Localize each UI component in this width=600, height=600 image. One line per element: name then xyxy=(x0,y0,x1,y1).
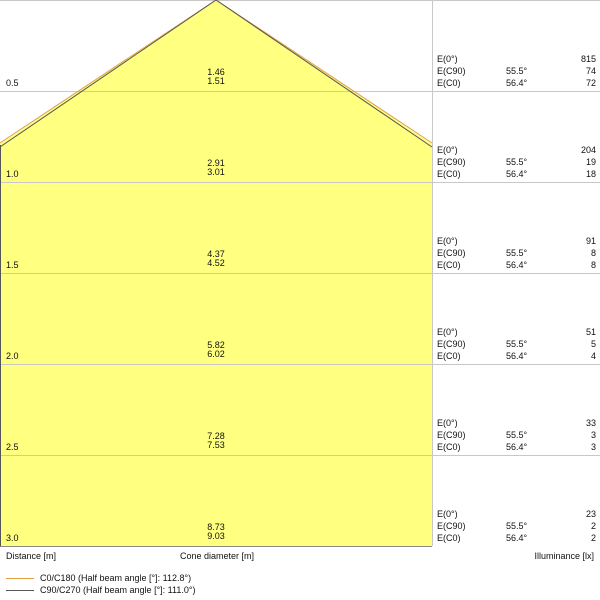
e0-label: E(0°) xyxy=(437,418,458,428)
ec90-value: 8 xyxy=(590,248,596,258)
cone-diameter-c90: 4.52 xyxy=(207,258,225,268)
cone-diameter-c90: 7.53 xyxy=(207,440,225,450)
c90-angle: 55.5° xyxy=(506,521,528,531)
c90-angle: 55.5° xyxy=(506,66,528,76)
ec0-label: E(C0) xyxy=(437,442,461,452)
cone-diameter-c0: 1.46 xyxy=(207,67,225,77)
c0-angle: 56.4° xyxy=(506,260,528,270)
c0-angle: 56.4° xyxy=(506,533,528,543)
ec0-value: 2 xyxy=(590,533,596,543)
legend-swatch-c0 xyxy=(6,578,34,579)
e0-label: E(0°) xyxy=(437,145,458,155)
c0-angle: 56.4° xyxy=(506,442,528,452)
ec90-value: 5 xyxy=(590,339,596,349)
cone-diameter-c90: 3.01 xyxy=(207,167,225,177)
ec0-label: E(C0) xyxy=(437,78,461,88)
cone-diameter-c0: 7.28 xyxy=(207,431,225,441)
ec90-label: E(C90) xyxy=(437,66,466,76)
cone-diameter-c90: 1.51 xyxy=(207,76,225,86)
e0-label: E(0°) xyxy=(437,54,458,64)
cone-diameter-c0: 5.82 xyxy=(207,340,225,350)
distance-label: 2.5 xyxy=(6,442,19,452)
ec90-value: 74 xyxy=(585,66,596,76)
e0-value: 51 xyxy=(585,327,596,337)
ec90-value: 2 xyxy=(590,521,596,531)
ec90-value: 19 xyxy=(585,157,596,167)
cone-diameter-c90: 9.03 xyxy=(207,531,225,541)
ec90-label: E(C90) xyxy=(437,430,466,440)
e0-value: 204 xyxy=(580,145,596,155)
distance-label: 2.0 xyxy=(6,351,19,361)
c90-angle: 55.5° xyxy=(506,248,528,258)
ec0-value: 8 xyxy=(590,260,596,270)
illuminance-axis-label: Illuminance [lx] xyxy=(534,551,594,561)
ec90-value: 3 xyxy=(590,430,596,440)
ec90-label: E(C90) xyxy=(437,521,466,531)
cone-axis-label: Cone diameter [m] xyxy=(180,551,255,561)
e0-label: E(0°) xyxy=(437,327,458,337)
e0-label: E(0°) xyxy=(437,509,458,519)
distance-label: 3.0 xyxy=(6,533,19,543)
e0-value: 91 xyxy=(585,236,596,246)
ec0-value: 72 xyxy=(585,78,596,88)
distance-label: 1.0 xyxy=(6,169,19,179)
ec90-label: E(C90) xyxy=(437,157,466,167)
ec90-label: E(C90) xyxy=(437,339,466,349)
cone-diameter-c0: 8.73 xyxy=(207,522,225,532)
distance-label: 1.5 xyxy=(6,260,19,270)
e0-value: 23 xyxy=(585,509,596,519)
cone-diameter-c90: 6.02 xyxy=(207,349,225,359)
e0-label: E(0°) xyxy=(437,236,458,246)
ec0-label: E(C0) xyxy=(437,169,461,179)
c0-angle: 56.4° xyxy=(506,169,528,179)
c0-c180-line xyxy=(0,0,433,144)
c90-angle: 55.5° xyxy=(506,157,528,167)
c90-angle: 55.5° xyxy=(506,339,528,349)
c0-angle: 56.4° xyxy=(506,351,528,361)
ec0-label: E(C0) xyxy=(437,260,461,270)
ec0-label: E(C0) xyxy=(437,533,461,543)
legend-c0: C0/C180 (Half beam angle [°]: 112.8°) xyxy=(40,573,192,583)
ec0-value: 18 xyxy=(585,169,596,179)
ec0-value: 3 xyxy=(590,442,596,452)
cone-diameter-c0: 2.91 xyxy=(207,158,225,168)
e0-value: 815 xyxy=(580,54,596,64)
c90-angle: 55.5° xyxy=(506,430,528,440)
legend-c90: C90/C270 (Half beam angle [°]: 111.0°) xyxy=(40,585,196,595)
ec0-value: 4 xyxy=(590,351,596,361)
ec0-label: E(C0) xyxy=(437,351,461,361)
e0-value: 33 xyxy=(585,418,596,428)
c0-angle: 56.4° xyxy=(506,78,528,88)
legend-swatch-c90 xyxy=(6,590,34,591)
distance-label: 0.5 xyxy=(6,78,19,88)
c90-c270-line xyxy=(0,0,433,148)
distance-axis-label: Distance [m] xyxy=(6,551,57,561)
ec90-label: E(C90) xyxy=(437,248,466,258)
cone-diameter-c0: 4.37 xyxy=(207,249,225,259)
